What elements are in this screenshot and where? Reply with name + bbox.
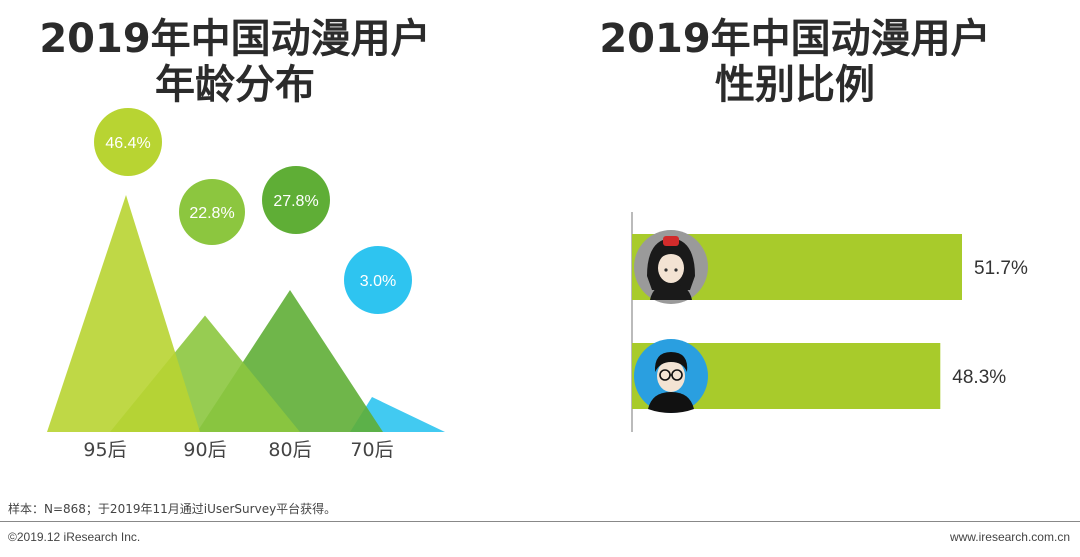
age-value-label-2: 27.8% [273, 193, 318, 210]
age-mountain-0 [47, 195, 200, 432]
age-category-label-3: 70后 [350, 439, 393, 461]
right-chart-title: 2019年中国动漫用户 性别比例 [560, 16, 1030, 108]
male-icon [634, 339, 708, 413]
age-category-label-1: 90后 [183, 439, 226, 461]
left-title-line-1: 2019年中国动漫用户 [39, 16, 431, 62]
footnote: 样本：N=868；于2019年11月通过iUserSurvey平台获得。 [8, 502, 337, 516]
left-title-line-2: 年龄分布 [155, 62, 315, 108]
website-link[interactable]: www.iresearch.com.cn [949, 530, 1070, 544]
age-value-label-3: 3.0% [360, 273, 396, 290]
age-category-label-0: 95后 [83, 439, 126, 461]
gender-value-label-1: 48.3% [952, 367, 1006, 388]
age-value-label-1: 22.8% [189, 205, 234, 222]
age-value-label-0: 46.4% [105, 135, 150, 152]
right-title-line-2: 性别比例 [715, 62, 875, 108]
age-bubble-1 [179, 179, 245, 245]
female-icon [634, 230, 708, 304]
gender-value-label-0: 51.7% [974, 258, 1028, 279]
footer-divider [0, 521, 1080, 522]
copyright: ©2019.12 iResearch Inc. [8, 530, 141, 544]
age-bubble-3 [344, 246, 412, 314]
age-bubble-2 [262, 166, 330, 234]
age-category-label-2: 80后 [268, 439, 311, 461]
right-title-line-1: 2019年中国动漫用户 [599, 16, 991, 62]
left-chart-title: 2019年中国动漫用户 年龄分布 [0, 16, 470, 108]
age-bubble-0 [94, 108, 162, 176]
